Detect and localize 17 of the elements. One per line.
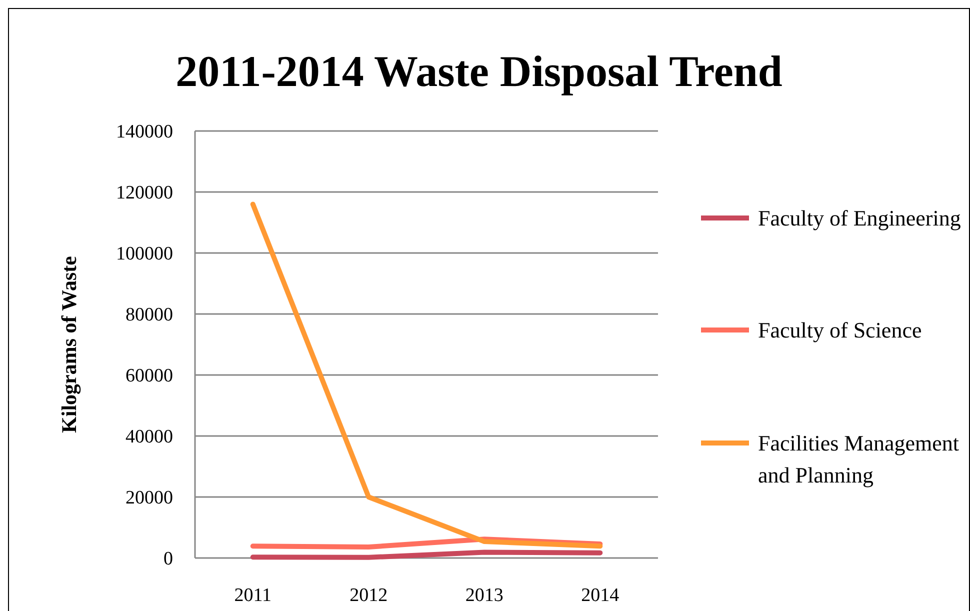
legend-label: Facilities Management and Planning xyxy=(758,430,959,488)
y-tick-label: 60000 xyxy=(126,366,173,387)
chart-title: 2011-2014 Waste Disposal Trend xyxy=(176,47,782,96)
y-tick-label: 80000 xyxy=(126,304,173,326)
x-tick-label: 2013 xyxy=(465,585,504,606)
x-tick-label: 2012 xyxy=(350,585,388,606)
y-tick-label: 100000 xyxy=(116,244,173,265)
legend-label: Faculty of Engineering xyxy=(758,206,961,231)
y-tick-label: 140000 xyxy=(116,122,173,143)
y-tick-label: 40000 xyxy=(126,426,173,448)
y-tick-label: 0 xyxy=(164,548,173,570)
x-tick-label: 2011 xyxy=(234,585,272,606)
legend-label: Faculty of Science xyxy=(758,318,922,343)
y-tick-label: 20000 xyxy=(126,488,173,509)
y-tick-label: 120000 xyxy=(116,182,173,204)
y-axis-title: Kilograms of Waste xyxy=(57,256,81,433)
x-tick-label: 2014 xyxy=(581,585,620,606)
